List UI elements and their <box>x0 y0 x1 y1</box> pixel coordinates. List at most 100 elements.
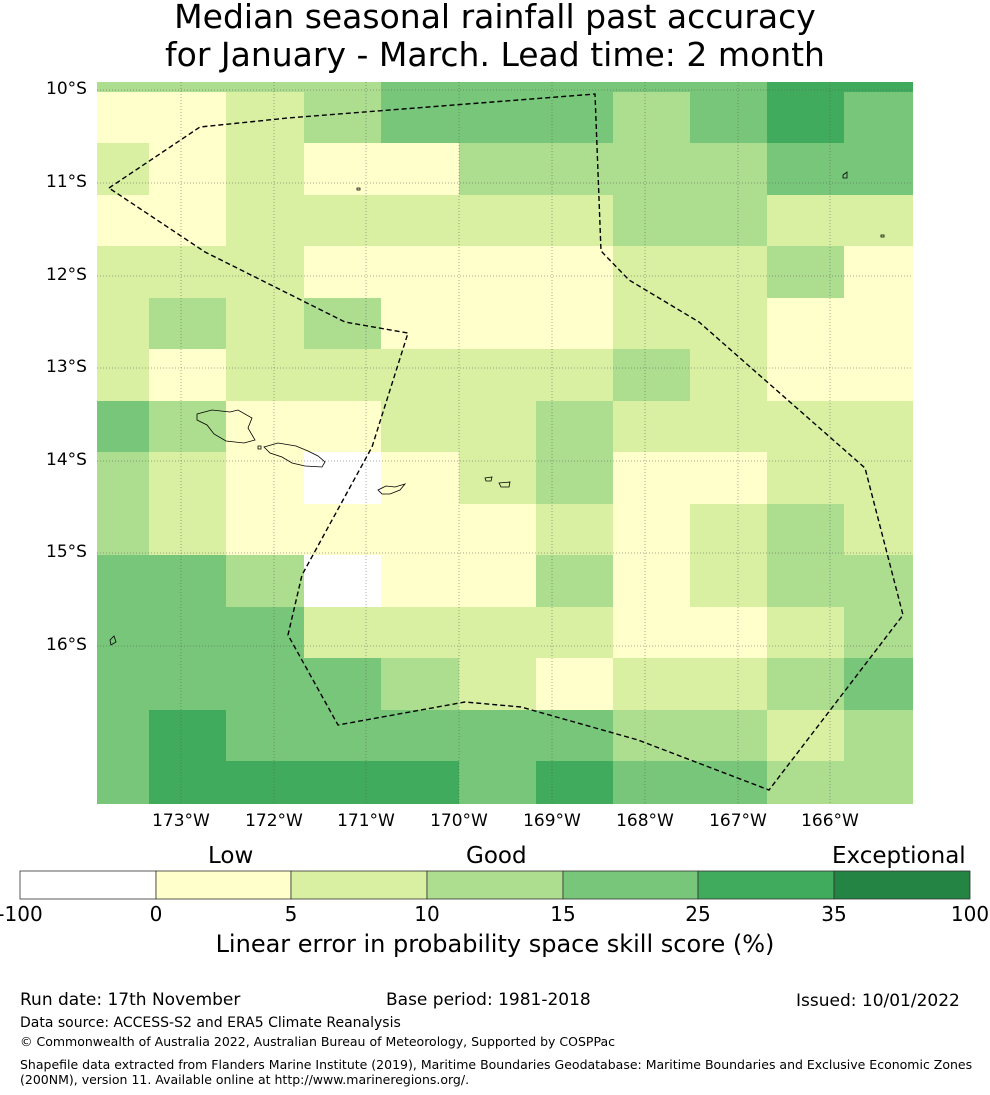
skill-cell <box>97 349 149 401</box>
skill-cell <box>844 401 913 452</box>
skill-cell <box>97 92 149 143</box>
colorbar-segment <box>562 870 699 900</box>
colorbar-tick-label: 10 <box>414 902 440 926</box>
rainfall-skill-map <box>97 82 913 804</box>
skill-cell <box>536 555 613 607</box>
skill-cell <box>381 504 459 555</box>
skill-cell <box>690 92 767 143</box>
skill-cell <box>304 298 381 349</box>
skill-cell <box>149 92 226 143</box>
skill-cell <box>226 658 304 710</box>
skill-cell <box>690 710 767 761</box>
skill-cell <box>226 82 304 92</box>
colorbar-title: Linear error in probability space skill … <box>215 930 775 958</box>
skill-cell <box>613 504 690 555</box>
skill-cell <box>304 710 381 761</box>
skill-cell <box>690 195 767 246</box>
skill-cell <box>97 658 149 710</box>
skill-cell <box>536 298 613 349</box>
copyright: © Commonwealth of Australia 2022, Austra… <box>20 1034 615 1049</box>
skill-cell <box>844 452 913 504</box>
skill-cell <box>613 298 690 349</box>
skill-cell <box>690 143 767 195</box>
skill-cell <box>226 555 304 607</box>
skill-cell <box>536 401 613 452</box>
skill-cell <box>767 607 844 658</box>
skill-cell <box>149 246 226 298</box>
skill-cell <box>381 92 459 143</box>
shapefile-credit-line-1: Shapefile data extracted from Flanders M… <box>20 1057 973 1072</box>
skill-cell <box>381 607 459 658</box>
skill-cell <box>536 195 613 246</box>
skill-cell <box>844 92 913 143</box>
skill-cell <box>97 607 149 658</box>
map-title-line-1: Median seasonal rainfall past accuracy <box>174 0 816 36</box>
skill-cell <box>459 607 536 658</box>
skill-cell <box>536 607 613 658</box>
latitude-label: 15°S <box>46 542 87 562</box>
skill-cell <box>690 555 767 607</box>
uvea-island <box>109 635 117 646</box>
skill-cell <box>613 92 690 143</box>
longitude-label: 170°W <box>430 811 488 831</box>
map-panel: 10°S 11°S 12°S 13°S 14°S 15°S 16°S 173°W 172°W 1… <box>46 79 913 831</box>
ofu-olosega-islands <box>484 476 493 482</box>
skill-cell <box>844 298 913 349</box>
graticule <box>97 82 913 804</box>
skill-cell <box>613 710 690 761</box>
longitude-label: 171°W <box>337 811 395 831</box>
skill-cell <box>767 710 844 761</box>
skill-cell <box>226 607 304 658</box>
skill-cell <box>226 349 304 401</box>
skill-cell <box>304 504 381 555</box>
skill-cell <box>459 92 536 143</box>
skill-cell <box>613 658 690 710</box>
skill-cell <box>226 504 304 555</box>
skill-cell <box>304 658 381 710</box>
skill-cell <box>844 504 913 555</box>
skill-cell <box>613 195 690 246</box>
tokelau-atoll-2 <box>880 234 885 238</box>
skill-cell <box>149 761 226 804</box>
skill-cell <box>459 555 536 607</box>
skill-cell <box>149 401 226 452</box>
latitude-label: 16°S <box>46 635 87 655</box>
skill-cell <box>613 555 690 607</box>
skill-cell <box>536 82 613 92</box>
colorbar-tick-label: 100 <box>950 902 990 926</box>
skill-cell <box>844 349 913 401</box>
skill-cell <box>149 82 226 92</box>
skill-cell <box>613 349 690 401</box>
skill-cell <box>459 298 536 349</box>
tutuila-island <box>377 483 407 495</box>
longitude-label: 167°W <box>709 811 767 831</box>
issued-date: Issued: 10/01/2022 <box>796 991 960 1011</box>
skill-cell <box>844 143 913 195</box>
longitude-label: 173°W <box>152 811 210 831</box>
latitude-label: 14°S <box>46 450 87 470</box>
skill-cell <box>536 452 613 504</box>
skill-cell <box>149 710 226 761</box>
skill-cell <box>97 195 149 246</box>
skill-cell <box>459 761 536 804</box>
data-source: Data source: ACCESS-S2 and ERA5 Climate … <box>20 1015 401 1031</box>
skill-cell <box>536 143 613 195</box>
colorbar-segment <box>290 870 428 900</box>
colorbar-segment <box>697 870 835 900</box>
skill-cell <box>381 710 459 761</box>
skill-cell <box>149 143 226 195</box>
skill-cell <box>459 143 536 195</box>
skill-cell <box>844 761 913 804</box>
skill-cell <box>381 555 459 607</box>
skill-cell <box>149 607 226 658</box>
skill-cell <box>459 452 536 504</box>
skill-cell <box>690 82 767 92</box>
skill-cell <box>226 452 304 504</box>
skill-cell <box>844 555 913 607</box>
skill-cell <box>613 143 690 195</box>
skill-cell <box>226 298 304 349</box>
skill-cell <box>767 195 844 246</box>
skill-cell <box>381 452 459 504</box>
skill-cell <box>844 607 913 658</box>
skill-cell <box>613 246 690 298</box>
